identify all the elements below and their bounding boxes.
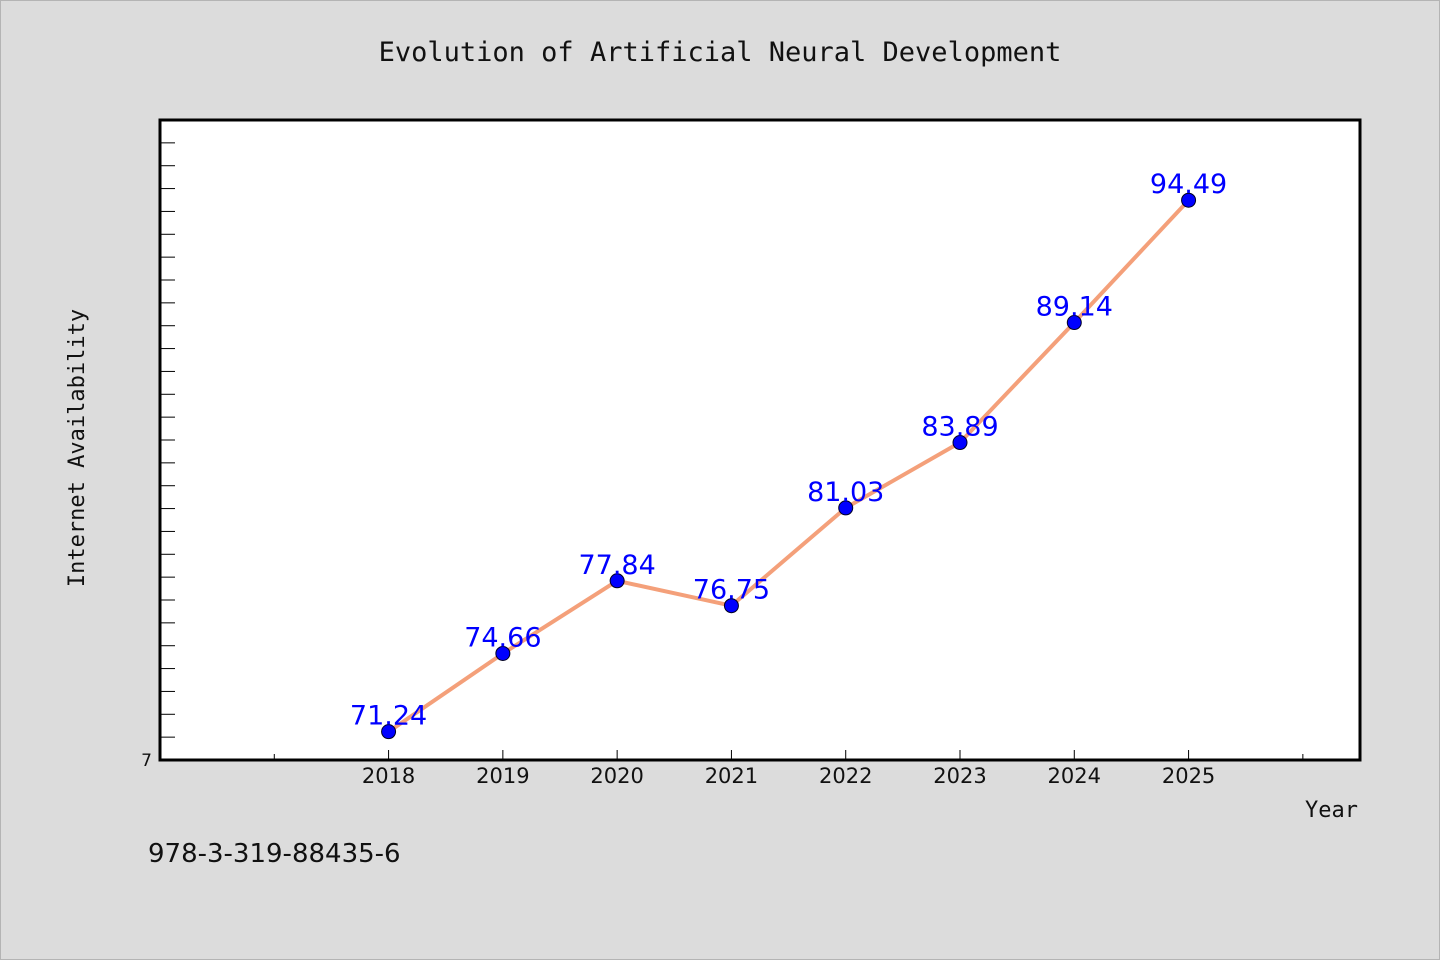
y-axis-label: Internet Availability [65, 309, 90, 587]
data-point [495, 645, 511, 661]
data-label: 74.66 [464, 622, 541, 653]
data-label: 81.03 [807, 477, 884, 508]
x-tick-label: 2023 [933, 764, 986, 788]
x-tick-label: 2022 [819, 764, 872, 788]
x-tick-label: 2018 [362, 764, 415, 788]
series-line [386, 198, 1191, 734]
plot-area [160, 120, 1360, 760]
data-label: 83.89 [921, 412, 998, 443]
data-point [1181, 192, 1197, 208]
data-label: 76.75 [693, 575, 770, 606]
data-label: 94.49 [1150, 169, 1227, 200]
footer-code: 978-3-319-88435-6 [148, 839, 401, 869]
x-axis-ticks: 2018 2019 2020 2021 2022 2023 2024 2025 [273, 750, 1304, 788]
data-labels: 71.24 74.66 77.84 76.75 81.03 83.89 89.14 94.49 [350, 169, 1227, 731]
series-markers [381, 192, 1197, 740]
data-label: 89.14 [1036, 292, 1113, 323]
x-tick-label: 2020 [590, 764, 643, 788]
x-tick-label: 2019 [476, 764, 529, 788]
data-point [609, 573, 625, 589]
x-tick-label: 2021 [705, 764, 758, 788]
data-point [381, 724, 397, 740]
data-label: 71.24 [350, 701, 427, 732]
data-point [1066, 315, 1082, 331]
data-point [723, 598, 739, 614]
x-axis-label: Year [1305, 798, 1358, 823]
chart-title: Evolution of Artificial Neural Developme… [379, 37, 1062, 68]
y-tick-label: 7 [141, 751, 152, 771]
data-point [838, 500, 854, 516]
plot-border [158, 118, 1362, 762]
data-label: 77.84 [578, 550, 655, 581]
data-point [952, 435, 968, 451]
x-tick-label: 2025 [1162, 764, 1215, 788]
y-axis-minor-ticks [160, 142, 175, 738]
x-tick-label: 2024 [1048, 764, 1101, 788]
